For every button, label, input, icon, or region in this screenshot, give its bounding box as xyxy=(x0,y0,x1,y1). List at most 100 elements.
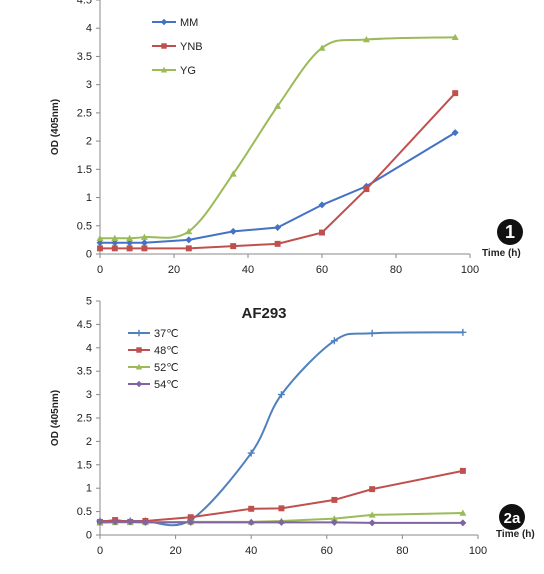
data-point xyxy=(368,519,376,527)
data-point xyxy=(274,102,282,109)
legend-marker xyxy=(135,380,143,388)
data-point xyxy=(274,240,281,247)
data-point xyxy=(277,518,285,526)
x-axis-label: Time (h) xyxy=(496,529,535,540)
legend-marker xyxy=(160,18,168,26)
data-point xyxy=(229,170,237,177)
data-point xyxy=(229,227,237,235)
data-point xyxy=(318,201,326,209)
legend-label: MM xyxy=(180,17,198,29)
y-axis-label: OD (405nm) xyxy=(50,390,61,446)
y-tick-label: 3.5 xyxy=(77,366,92,378)
legend-entry: 37℃ xyxy=(128,328,179,340)
panel-badge-label: 1 xyxy=(505,222,515,242)
y-tick-label: 0.5 xyxy=(77,506,92,518)
y-tick-label: 4 xyxy=(86,23,92,35)
data-point xyxy=(185,236,193,244)
data-point xyxy=(330,515,338,522)
x-tick-label: 80 xyxy=(396,545,408,557)
data-point xyxy=(126,245,133,252)
legend-entry: YNB xyxy=(152,41,203,53)
data-point xyxy=(452,90,459,97)
y-tick-label: 1 xyxy=(86,192,92,204)
y-tick-label: 1.5 xyxy=(77,459,92,471)
y-tick-label: 1.5 xyxy=(77,164,92,176)
data-point xyxy=(185,245,192,252)
legend-marker xyxy=(161,43,167,49)
chart-2a-af293-temperature: 0 0.5 1 1.5 2 2.5 3 3.5 4 4.5 5 0 20 40 60 80 100 OD (405… xyxy=(50,296,535,558)
x-tick-label: 60 xyxy=(321,545,333,557)
data-point xyxy=(368,511,376,518)
data-point xyxy=(96,234,104,241)
x-axis-label: Time (h) xyxy=(482,248,521,259)
y-tick-label: 0 xyxy=(86,249,92,261)
data-point xyxy=(140,239,148,247)
data-point xyxy=(363,186,370,193)
legend-marker xyxy=(135,329,143,337)
data-point xyxy=(330,518,338,526)
series-line xyxy=(100,131,456,244)
series-0 xyxy=(96,328,467,527)
series-1 xyxy=(97,467,466,525)
y-tick-label: 3.5 xyxy=(77,51,92,63)
y-axis-label: OD (405nm) xyxy=(50,99,61,155)
x-tick-label: 20 xyxy=(168,264,180,276)
y-tick-label: 2.5 xyxy=(77,413,92,425)
x-tick-label: 0 xyxy=(97,545,103,557)
data-point xyxy=(187,514,194,521)
panel-badge xyxy=(499,504,525,530)
data-point xyxy=(459,328,467,336)
legend-entry: 52℃ xyxy=(128,362,179,374)
x-tick-label: 20 xyxy=(169,545,181,557)
data-point xyxy=(274,223,282,231)
data-point xyxy=(318,44,326,51)
data-point xyxy=(185,227,193,235)
data-point xyxy=(187,518,195,526)
series-1 xyxy=(97,90,459,252)
series-line xyxy=(100,36,456,240)
x-tick-label: 80 xyxy=(390,264,402,276)
data-point xyxy=(97,245,103,252)
y-tick-label: 4.5 xyxy=(77,0,92,7)
panel-badge-label: 2a xyxy=(504,510,521,527)
data-point xyxy=(369,486,376,493)
y-tick-label: 4 xyxy=(86,342,92,354)
series-line xyxy=(100,520,463,524)
legend-entry: MM xyxy=(152,17,198,29)
y-tick-label: 3 xyxy=(86,389,92,401)
series-2 xyxy=(96,33,459,241)
data-point xyxy=(140,233,148,240)
legend-marker xyxy=(135,363,143,370)
chart-1-growth-media: 0 0.5 1 1.5 2 2.5 3 3.5 4 4.5 0 20 40 60 80 100 OD (405n… xyxy=(50,0,523,276)
y-tick-label: 2 xyxy=(86,436,92,448)
data-point xyxy=(111,245,118,252)
data-point xyxy=(331,496,338,503)
y-tick-label: 1 xyxy=(86,483,92,495)
legend-entry: 54℃ xyxy=(128,379,179,391)
legend-entry: YG xyxy=(152,65,196,77)
x-tick-label: 100 xyxy=(469,545,487,557)
panel-badge xyxy=(497,219,523,245)
data-point xyxy=(459,509,467,516)
data-point xyxy=(247,449,255,457)
y-tick-label: 4.5 xyxy=(77,319,92,331)
data-point xyxy=(248,505,255,512)
chart-title: AF293 xyxy=(241,305,286,322)
legend-label: YNB xyxy=(180,41,203,53)
data-point xyxy=(111,234,119,241)
x-tick-label: 40 xyxy=(242,264,254,276)
data-point xyxy=(277,391,285,399)
data-point xyxy=(230,243,237,250)
data-point xyxy=(247,518,255,526)
legend-label: 37℃ xyxy=(154,328,179,340)
data-point xyxy=(126,234,134,241)
series-3 xyxy=(96,518,467,527)
legend-marker xyxy=(160,66,168,73)
data-point xyxy=(111,518,119,526)
x-tick-label: 40 xyxy=(245,545,257,557)
data-point xyxy=(141,245,148,252)
y-tick-label: 2.5 xyxy=(77,107,92,119)
legend-label: YG xyxy=(180,65,196,77)
data-point xyxy=(141,518,149,526)
